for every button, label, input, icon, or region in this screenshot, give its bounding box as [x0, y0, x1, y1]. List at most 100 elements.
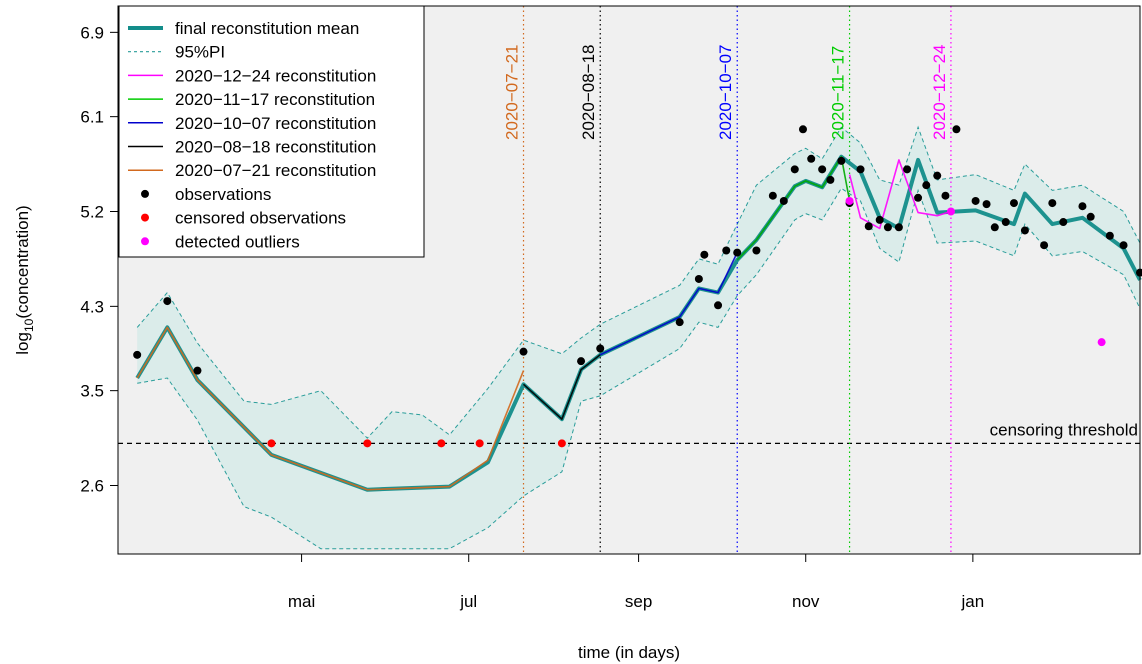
- observation-point: [790, 165, 799, 174]
- series-line-r20201007: [599, 252, 738, 356]
- observation-point: [990, 223, 999, 232]
- observation-point: [837, 156, 846, 165]
- censored-observation-point: [437, 439, 446, 448]
- censored-observation-point: [363, 439, 372, 448]
- observation-points: [133, 125, 1142, 448]
- observation-point: [163, 297, 172, 306]
- legend-label: 2020−10−07 reconstitution: [175, 114, 376, 133]
- reconstruction-date-label: 2020−10−07: [716, 45, 735, 141]
- series-line-r20201117: [736, 155, 851, 261]
- x-tick-label: jul: [459, 592, 477, 611]
- y-tick-label: 2.6: [80, 477, 104, 496]
- legend-label: 2020−12−24 reconstitution: [175, 66, 376, 85]
- legend-swatch: [141, 189, 149, 198]
- observation-point: [1119, 241, 1128, 250]
- observation-point: [596, 344, 605, 353]
- y-tick-label: 3.5: [80, 382, 104, 401]
- y-tick-label: 6.1: [80, 108, 104, 127]
- x-tick-label: sep: [625, 592, 652, 611]
- observation-point: [1136, 268, 1142, 277]
- censored-observation-point: [475, 439, 484, 448]
- x-tick-label: nov: [792, 592, 820, 611]
- observation-point: [903, 165, 912, 174]
- legend-box: [118, 5, 425, 258]
- observation-point: [519, 347, 528, 356]
- censoring-threshold: censoring threshold: [118, 420, 1140, 444]
- detected-outlier-point: [845, 196, 854, 205]
- observation-point: [193, 366, 202, 375]
- observation-point: [1020, 226, 1029, 235]
- observation-point: [752, 246, 761, 255]
- censored-observation-point: [557, 439, 566, 448]
- observation-point: [807, 154, 816, 163]
- legend-label: 95%PI: [175, 43, 225, 62]
- observation-point: [818, 165, 827, 174]
- detected-outlier-point: [946, 207, 955, 216]
- observation-point: [883, 223, 892, 232]
- observation-point: [971, 196, 980, 205]
- observation-point: [779, 196, 788, 205]
- observation-point: [933, 171, 942, 180]
- observation-point: [894, 223, 903, 232]
- observation-point: [875, 215, 884, 224]
- series-line-r20201224: [848, 159, 952, 230]
- observation-point: [864, 222, 873, 231]
- legend-label: 2020−11−17 reconstitution: [175, 90, 375, 109]
- reconstruction-date-label: 2020−07−21: [503, 45, 522, 141]
- observation-point: [1040, 241, 1049, 250]
- legend-label: censored observations: [175, 209, 346, 228]
- observation-point: [1105, 231, 1114, 240]
- observation-point: [1078, 202, 1087, 211]
- legend-label: 2020−07−21 reconstitution: [175, 161, 376, 180]
- x-axis-title: time (in days): [578, 643, 680, 662]
- x-axis: mai jul sep nov jan: [288, 554, 984, 611]
- reconstruction-date-label: 2020−08−18: [579, 45, 598, 141]
- observation-point: [1009, 199, 1018, 208]
- legend-label: final reconstitution mean: [175, 19, 359, 38]
- threshold-label: censoring threshold: [990, 420, 1138, 439]
- y-tick-label: 5.2: [80, 203, 104, 222]
- observation-point: [798, 125, 807, 134]
- legend: final reconstitution mean 95%PI 2020−12−24…: [118, 5, 425, 258]
- y-tick-label: 4.3: [80, 297, 104, 316]
- observation-point: [694, 274, 703, 283]
- observation-point: [856, 165, 865, 174]
- plot-frame: [117, 5, 1141, 555]
- legend-label: observations: [175, 185, 271, 204]
- y-tick-label: 6.9: [80, 23, 104, 42]
- series-line-r20200721: [136, 326, 525, 491]
- observation-point: [714, 301, 723, 310]
- observation-point: [675, 318, 684, 327]
- observation-point: [700, 250, 709, 259]
- y-axis-title: log10(concentration): [13, 205, 36, 354]
- observation-point: [826, 175, 835, 184]
- reconstruction-date-label: 2020−12−24: [930, 45, 949, 141]
- observation-point: [768, 191, 777, 200]
- observation-point: [1086, 212, 1095, 221]
- x-tick-label: jan: [961, 592, 985, 611]
- detected-outlier-point: [1097, 338, 1106, 347]
- y-axis: 2.6 3.5 4.3 5.2 6.1 6.9: [80, 23, 118, 496]
- observation-point: [941, 191, 950, 200]
- observation-point: [133, 350, 142, 359]
- legend-label: 2020−08−18 reconstitution: [175, 138, 376, 157]
- reconstruction-date-label: 2020−11−17: [829, 46, 848, 140]
- observation-point: [1048, 199, 1057, 208]
- observation-point: [1059, 218, 1068, 227]
- observation-point: [952, 125, 961, 134]
- observation-point: [1001, 218, 1010, 227]
- observation-point: [733, 248, 742, 257]
- x-tick-label: mai: [288, 592, 315, 611]
- reconstruction-date-lines: 2020−07−21 2020−08−18 2020−10−07 2020−11−17…: [503, 6, 952, 554]
- observation-point: [577, 357, 586, 366]
- legend-swatch: [141, 237, 149, 246]
- series-line-r20200818: [522, 354, 601, 420]
- observation-point: [922, 181, 931, 190]
- censored-observation-point: [267, 439, 276, 448]
- legend-label: detected outliers: [175, 232, 300, 251]
- legend-swatch: [141, 213, 149, 222]
- observation-point: [722, 246, 731, 255]
- observation-point: [914, 193, 923, 202]
- observation-point: [982, 200, 991, 209]
